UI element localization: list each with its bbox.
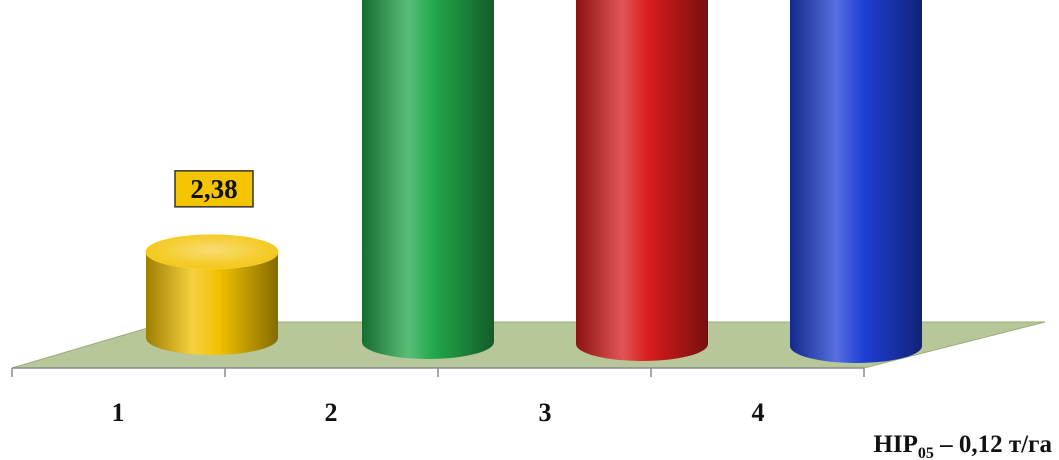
bar-4: [790, 0, 922, 363]
lsd-note: НІР05 – 0,12 т/га: [873, 431, 1052, 460]
data-label: 2,38: [174, 170, 254, 208]
bar-2: [362, 0, 494, 359]
x-tick-label: 1: [112, 398, 125, 427]
lsd-note-subscript: 05: [918, 445, 934, 460]
x-tick-label: 4: [752, 398, 765, 427]
bar-body: [362, 0, 494, 359]
x-tick-label: 2: [325, 398, 338, 427]
bar-body: [790, 0, 922, 363]
bar-3: [576, 0, 708, 361]
bar-body: [576, 0, 708, 361]
x-tick-label: 3: [539, 398, 552, 427]
data-label-box: [174, 170, 254, 208]
lsd-note-main: НІР: [873, 431, 917, 458]
bar-top: [145, 234, 279, 270]
bar-body: [146, 251, 278, 355]
data-label-text: 2,38: [190, 174, 237, 204]
lsd-note-rest: – 0,12 т/га: [934, 431, 1053, 458]
bar-1: [145, 234, 279, 355]
